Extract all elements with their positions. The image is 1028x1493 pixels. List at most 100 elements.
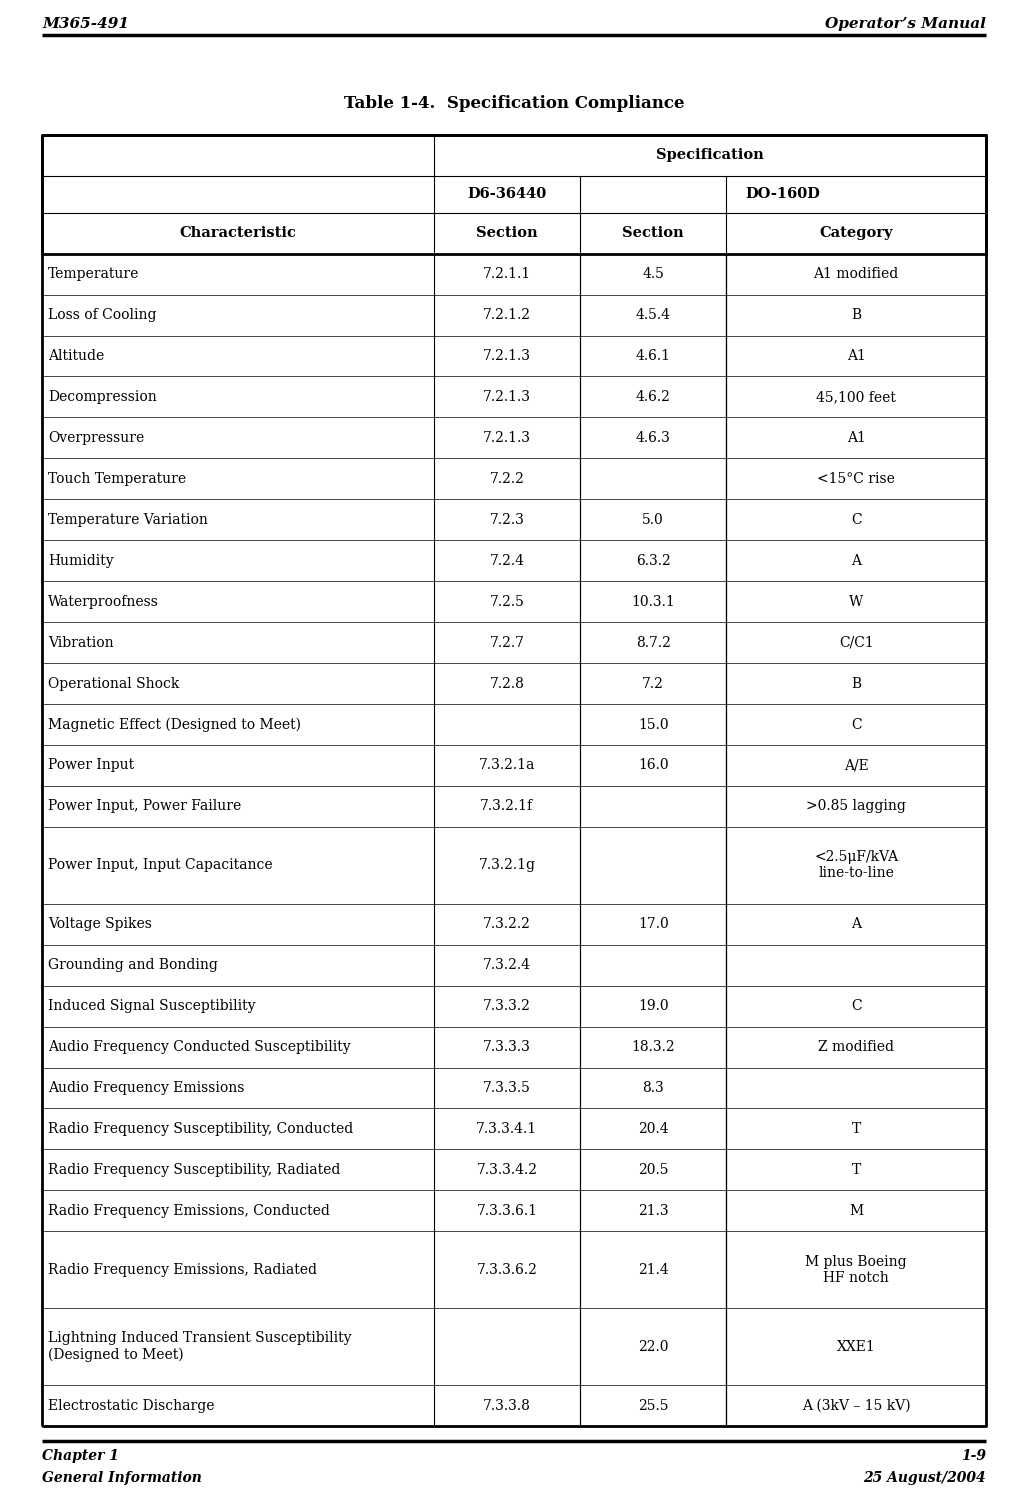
Text: 7.3.3.4.1: 7.3.3.4.1 xyxy=(476,1121,538,1136)
Text: Electrostatic Discharge: Electrostatic Discharge xyxy=(48,1399,215,1412)
Text: 17.0: 17.0 xyxy=(637,917,668,932)
Text: Grounding and Bonding: Grounding and Bonding xyxy=(48,959,218,972)
Text: 7.2.1.3: 7.2.1.3 xyxy=(483,349,530,363)
Text: A1: A1 xyxy=(847,431,866,445)
Text: Magnetic Effect (Designed to Meet): Magnetic Effect (Designed to Meet) xyxy=(48,717,301,732)
Text: Decompression: Decompression xyxy=(48,390,156,405)
Text: 7.3.3.4.2: 7.3.3.4.2 xyxy=(476,1163,538,1176)
Text: 7.3.2.2: 7.3.2.2 xyxy=(483,917,530,932)
Text: 7.3.3.8: 7.3.3.8 xyxy=(483,1399,530,1412)
Text: Specification: Specification xyxy=(656,148,764,163)
Text: 7.2.1.2: 7.2.1.2 xyxy=(483,308,530,322)
Text: Chapter 1: Chapter 1 xyxy=(42,1450,119,1463)
Text: Overpressure: Overpressure xyxy=(48,431,144,445)
Text: Lightning Induced Transient Susceptibility
(Designed to Meet): Lightning Induced Transient Susceptibili… xyxy=(48,1332,352,1362)
Text: 7.2: 7.2 xyxy=(642,676,664,691)
Text: A1: A1 xyxy=(847,349,866,363)
Text: A (3kV – 15 kV): A (3kV – 15 kV) xyxy=(802,1399,911,1412)
Text: 15.0: 15.0 xyxy=(638,718,668,732)
Text: XXE1: XXE1 xyxy=(837,1339,876,1354)
Text: B: B xyxy=(851,676,861,691)
Text: Radio Frequency Susceptibility, Conducted: Radio Frequency Susceptibility, Conducte… xyxy=(48,1121,354,1136)
Text: M: M xyxy=(849,1203,864,1218)
Text: Waterproofness: Waterproofness xyxy=(48,594,159,609)
Text: 7.2.7: 7.2.7 xyxy=(489,636,524,649)
Text: 18.3.2: 18.3.2 xyxy=(631,1041,675,1054)
Text: Radio Frequency Susceptibility, Radiated: Radio Frequency Susceptibility, Radiated xyxy=(48,1163,340,1176)
Text: 7.2.3: 7.2.3 xyxy=(489,512,524,527)
Text: 7.3.3.2: 7.3.3.2 xyxy=(483,999,530,1014)
Text: D6-36440: D6-36440 xyxy=(468,187,547,202)
Text: C: C xyxy=(851,512,861,527)
Text: 7.2.1.1: 7.2.1.1 xyxy=(483,267,531,281)
Text: 16.0: 16.0 xyxy=(638,758,668,772)
Text: Power Input: Power Input xyxy=(48,758,134,772)
Text: 19.0: 19.0 xyxy=(638,999,668,1014)
Text: A: A xyxy=(851,917,861,932)
Text: 20.5: 20.5 xyxy=(638,1163,668,1176)
Text: T: T xyxy=(851,1163,860,1176)
Text: Loss of Cooling: Loss of Cooling xyxy=(48,308,156,322)
Text: C/C1: C/C1 xyxy=(839,636,874,649)
Text: Touch Temperature: Touch Temperature xyxy=(48,472,186,485)
Text: Power Input, Power Failure: Power Input, Power Failure xyxy=(48,799,242,814)
Text: 7.2.1.3: 7.2.1.3 xyxy=(483,390,530,405)
Text: Section: Section xyxy=(622,225,684,240)
Text: 10.3.1: 10.3.1 xyxy=(631,594,675,609)
Text: 7.2.4: 7.2.4 xyxy=(489,554,524,567)
Text: 7.3.2.1a: 7.3.2.1a xyxy=(479,758,536,772)
Text: <15°C rise: <15°C rise xyxy=(817,472,895,485)
Text: 6.3.2: 6.3.2 xyxy=(636,554,670,567)
Text: Category: Category xyxy=(819,225,893,240)
Text: 8.7.2: 8.7.2 xyxy=(635,636,670,649)
Text: M365-491: M365-491 xyxy=(42,16,128,31)
Text: B: B xyxy=(851,308,861,322)
Text: Vibration: Vibration xyxy=(48,636,114,649)
Text: Voltage Spikes: Voltage Spikes xyxy=(48,917,152,932)
Text: 7.2.5: 7.2.5 xyxy=(489,594,524,609)
Text: 21.3: 21.3 xyxy=(638,1203,668,1218)
Text: 7.3.3.6.1: 7.3.3.6.1 xyxy=(476,1203,538,1218)
Text: A1 modified: A1 modified xyxy=(813,267,898,281)
Text: 8.3: 8.3 xyxy=(642,1081,664,1094)
Text: 4.5.4: 4.5.4 xyxy=(635,308,670,322)
Text: Audio Frequency Conducted Susceptibility: Audio Frequency Conducted Susceptibility xyxy=(48,1041,351,1054)
Text: Induced Signal Susceptibility: Induced Signal Susceptibility xyxy=(48,999,256,1014)
Text: >0.85 lagging: >0.85 lagging xyxy=(806,799,906,814)
Text: Temperature: Temperature xyxy=(48,267,140,281)
Text: 5.0: 5.0 xyxy=(642,512,664,527)
Text: 20.4: 20.4 xyxy=(638,1121,668,1136)
Text: Operator’s Manual: Operator’s Manual xyxy=(825,16,986,31)
Text: 25.5: 25.5 xyxy=(638,1399,668,1412)
Text: Z modified: Z modified xyxy=(818,1041,894,1054)
Text: 7.3.3.6.2: 7.3.3.6.2 xyxy=(477,1263,538,1277)
Text: Power Input, Input Capacitance: Power Input, Input Capacitance xyxy=(48,858,272,872)
Text: 4.6.1: 4.6.1 xyxy=(635,349,670,363)
Text: 25 August/2004: 25 August/2004 xyxy=(864,1471,986,1486)
Text: W: W xyxy=(849,594,864,609)
Text: 7.3.3.5: 7.3.3.5 xyxy=(483,1081,530,1094)
Text: T: T xyxy=(851,1121,860,1136)
Text: 7.2.1.3: 7.2.1.3 xyxy=(483,431,530,445)
Text: Operational Shock: Operational Shock xyxy=(48,676,179,691)
Text: <2.5μF/kVA
line-to-line: <2.5μF/kVA line-to-line xyxy=(814,850,898,881)
Text: A/E: A/E xyxy=(844,758,869,772)
Text: Audio Frequency Emissions: Audio Frequency Emissions xyxy=(48,1081,245,1094)
Text: 7.3.3.3: 7.3.3.3 xyxy=(483,1041,530,1054)
Text: 7.2.2: 7.2.2 xyxy=(489,472,524,485)
Text: Radio Frequency Emissions, Conducted: Radio Frequency Emissions, Conducted xyxy=(48,1203,330,1218)
Text: 7.3.2.1g: 7.3.2.1g xyxy=(478,858,536,872)
Text: 45,100 feet: 45,100 feet xyxy=(816,390,896,405)
Text: M plus Boeing
HF notch: M plus Boeing HF notch xyxy=(805,1254,907,1285)
Text: 7.2.8: 7.2.8 xyxy=(489,676,524,691)
Text: Temperature Variation: Temperature Variation xyxy=(48,512,208,527)
Text: 4.6.3: 4.6.3 xyxy=(635,431,670,445)
Text: Humidity: Humidity xyxy=(48,554,114,567)
Text: DO-160D: DO-160D xyxy=(745,187,820,202)
Text: 22.0: 22.0 xyxy=(638,1339,668,1354)
Text: C: C xyxy=(851,718,861,732)
Text: 1-9: 1-9 xyxy=(961,1450,986,1463)
Text: 4.6.2: 4.6.2 xyxy=(635,390,670,405)
Text: Radio Frequency Emissions, Radiated: Radio Frequency Emissions, Radiated xyxy=(48,1263,317,1277)
Text: 7.3.2.1f: 7.3.2.1f xyxy=(480,799,534,814)
